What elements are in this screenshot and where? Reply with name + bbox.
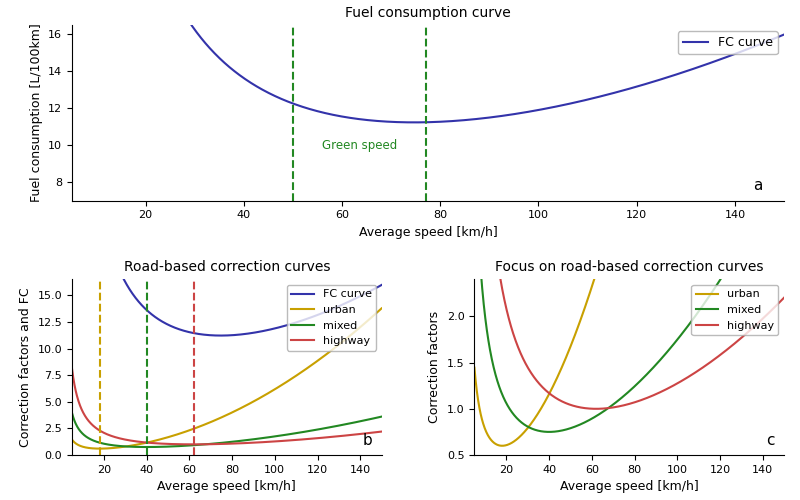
- urban: [606, 220, 616, 226]
- mixed: [280, 432, 290, 438]
- Y-axis label: Fuel consumption [L/100km]: Fuel consumption [L/100km]: [30, 24, 42, 202]
- highway: [204, 441, 214, 447]
- mixed: [717, 274, 726, 280]
- FC curve: [314, 312, 324, 318]
- Text: Green speed: Green speed: [322, 140, 397, 152]
- urban: [595, 258, 605, 264]
- FC curve: [192, 330, 202, 336]
- FC curve: [280, 323, 290, 329]
- FC curve: [377, 282, 386, 288]
- Legend: urban, mixed, highway: urban, mixed, highway: [691, 285, 778, 335]
- FC curve: [410, 120, 419, 126]
- highway: [309, 436, 318, 442]
- mixed: [377, 414, 386, 420]
- Text: b: b: [362, 433, 372, 448]
- FC curve: [557, 102, 566, 108]
- urban: [67, 436, 77, 442]
- Text: c: c: [766, 433, 774, 448]
- Y-axis label: Correction factors: Correction factors: [429, 311, 442, 424]
- highway: [595, 406, 605, 411]
- FC curve: [355, 116, 365, 122]
- urban: [204, 420, 214, 426]
- Legend: FC curve: FC curve: [678, 31, 778, 54]
- Title: Focus on road-based correction curves: Focus on road-based correction curves: [495, 260, 763, 274]
- FC curve: [203, 332, 213, 338]
- Line: mixed: mixed: [474, 136, 784, 432]
- X-axis label: Average speed [km/h]: Average speed [km/h]: [560, 480, 698, 494]
- X-axis label: Average speed [km/h]: Average speed [km/h]: [158, 480, 296, 494]
- Title: Road-based correction curves: Road-based correction curves: [123, 260, 330, 274]
- highway: [606, 404, 616, 410]
- highway: [377, 428, 386, 434]
- Line: highway: highway: [474, 0, 784, 409]
- mixed: [309, 427, 318, 433]
- FC curve: [99, 218, 109, 224]
- highway: [99, 430, 109, 436]
- highway: [502, 304, 511, 310]
- urban: [314, 356, 324, 362]
- urban: [502, 442, 511, 448]
- urban: [309, 360, 318, 366]
- mixed: [193, 442, 202, 448]
- mixed: [204, 441, 214, 447]
- mixed: [142, 444, 151, 450]
- urban: [470, 364, 479, 370]
- highway: [67, 366, 77, 372]
- mixed: [544, 429, 554, 435]
- urban: [280, 380, 290, 386]
- highway: [193, 442, 202, 448]
- FC curve: [636, 82, 646, 88]
- mixed: [99, 440, 109, 446]
- Line: highway: highway: [72, 368, 382, 444]
- urban: [498, 443, 507, 449]
- highway: [682, 374, 692, 380]
- highway: [189, 442, 198, 448]
- mixed: [470, 132, 479, 138]
- Y-axis label: Correction factors and FC: Correction factors and FC: [19, 288, 32, 447]
- FC curve: [623, 86, 633, 92]
- FC curve: [216, 332, 226, 338]
- urban: [377, 306, 386, 312]
- highway: [591, 406, 601, 412]
- highway: [711, 355, 721, 361]
- highway: [280, 438, 290, 444]
- Line: mixed: mixed: [72, 413, 382, 447]
- Line: FC curve: FC curve: [72, 0, 784, 122]
- Line: urban: urban: [474, 0, 784, 446]
- mixed: [502, 400, 511, 406]
- FC curve: [779, 32, 789, 38]
- mixed: [711, 283, 721, 289]
- mixed: [595, 411, 605, 417]
- mixed: [67, 410, 77, 416]
- Line: urban: urban: [72, 308, 382, 448]
- Legend: FC curve, urban, mixed, highway: FC curve, urban, mixed, highway: [287, 285, 376, 350]
- highway: [314, 435, 324, 441]
- mixed: [682, 324, 692, 330]
- X-axis label: Average speed [km/h]: Average speed [km/h]: [358, 226, 498, 239]
- highway: [779, 295, 789, 301]
- FC curve: [381, 118, 390, 124]
- Line: FC curve: FC curve: [72, 0, 382, 336]
- mixed: [606, 403, 616, 409]
- urban: [99, 446, 109, 452]
- FC curve: [309, 314, 318, 320]
- mixed: [779, 165, 789, 171]
- mixed: [314, 426, 324, 432]
- Title: Fuel consumption curve: Fuel consumption curve: [345, 6, 511, 20]
- urban: [193, 424, 202, 430]
- highway: [717, 351, 726, 357]
- urban: [95, 446, 105, 452]
- Text: a: a: [754, 178, 762, 194]
